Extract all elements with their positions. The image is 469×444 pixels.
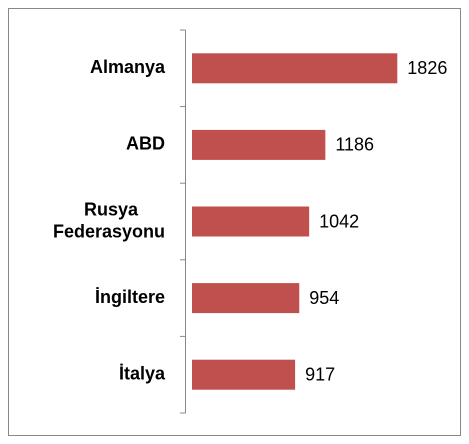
bar: [192, 359, 296, 390]
bar: [192, 283, 300, 314]
bar: [192, 53, 398, 84]
value-label: 1826: [407, 58, 447, 78]
category-label: İtalya: [119, 363, 166, 383]
value-label: 954: [309, 288, 339, 308]
category-label: ABD: [126, 134, 165, 154]
value-label: 1042: [319, 211, 359, 231]
category-label: Almanya: [90, 57, 166, 77]
bar: [192, 206, 310, 237]
category-label: İngiltere: [95, 287, 165, 307]
category-label: Rusya Federasyonu: [53, 199, 165, 241]
value-label: 917: [305, 364, 335, 384]
bar: [192, 129, 326, 160]
value-label: 1186: [335, 135, 374, 155]
